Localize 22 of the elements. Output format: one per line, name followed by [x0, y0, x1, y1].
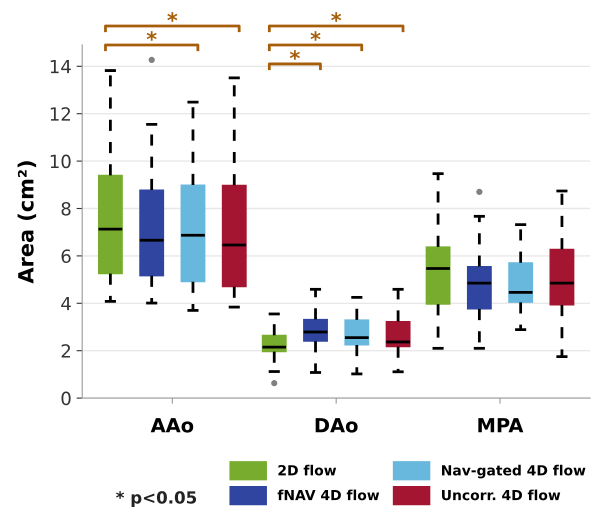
y-tick-label: 10 — [50, 154, 71, 168]
y-axis-title: Area (cm²) — [18, 161, 36, 284]
y-tick-label: 8 — [62, 202, 71, 216]
legend-label: Nav-gated 4D flow — [442, 464, 586, 478]
y-tick-label: 2 — [62, 344, 70, 358]
text: * — [167, 12, 178, 22]
y-tick-label: 14 — [50, 60, 71, 74]
x-tick-label: DAo — [316, 418, 358, 433]
text: * — [146, 31, 157, 41]
x-tick-label: AAo — [150, 418, 194, 433]
y-tick-label: 0 — [62, 392, 71, 406]
legend-label: Uncorr. 4D flow — [442, 490, 560, 500]
y-tick-label: 12 — [50, 107, 70, 121]
y-tick-label: 6 — [62, 249, 71, 264]
text: * p<0.05 — [116, 491, 196, 507]
annotation: * — [290, 50, 300, 60]
text: * — [331, 12, 342, 22]
x-tick-label: MPA — [478, 418, 524, 432]
legend-label: 2D flow — [278, 464, 336, 476]
legend-label: fNAV 4D flow — [278, 490, 380, 500]
y-tick-label: 4 — [61, 296, 71, 310]
text: * — [310, 31, 321, 41]
